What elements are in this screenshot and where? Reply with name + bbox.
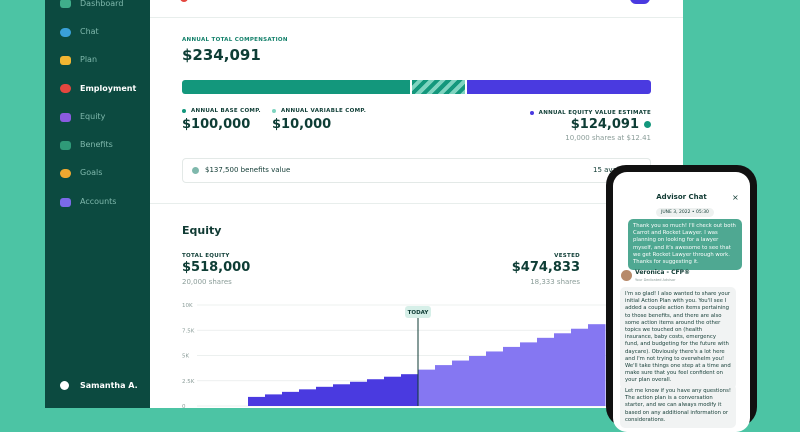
today-pill — [405, 306, 431, 318]
today-label: TODAY — [408, 310, 430, 316]
avatar[interactable] — [630, 0, 650, 4]
icon — [192, 167, 199, 174]
chat-title: Advisor Chat — [656, 193, 707, 201]
shares: 20,000 shares — [182, 278, 232, 286]
step-bar — [384, 376, 402, 406]
icon — [180, 0, 188, 2]
step-bar — [588, 324, 606, 406]
step-bar — [248, 396, 266, 406]
step-bar — [350, 381, 368, 406]
label: VESTED — [554, 253, 580, 259]
label: ANNUAL EQUITY VALUE ESTIMATE — [538, 110, 651, 116]
icon — [60, 113, 71, 122]
step-bar — [333, 384, 351, 406]
advisor-message: I'm so glad! I also wanted to share your… — [620, 287, 736, 389]
step-bar — [571, 328, 589, 406]
step-bar — [469, 356, 487, 406]
step-bar — [299, 389, 317, 406]
date-pill: JUNE 3, 2022 • 05:30 — [656, 208, 714, 218]
phone: Advisor Chat × JUNE 3, 2022 • 05:30 Than… — [606, 165, 757, 432]
step-bar — [435, 365, 453, 406]
advisor-avatar — [621, 270, 632, 281]
close-button[interactable]: × — [732, 193, 739, 202]
step-bar — [367, 379, 385, 406]
sidebar: Dashboard Chat Plan Employment Equity Be… — [45, 0, 150, 408]
nav-item[interactable]: Employment — [80, 84, 137, 93]
icon — [60, 169, 71, 178]
value: $10,000 — [272, 117, 332, 132]
advisor-message: Let me know if you have any questions! T… — [620, 384, 736, 429]
advisor-role: Your Dedicated Advisor — [635, 278, 676, 282]
step-bar — [316, 386, 334, 406]
nav-item[interactable]: Goals — [80, 168, 103, 177]
step-bar — [486, 351, 504, 406]
page: Dashboard Chat Plan Employment Equity Be… — [45, 0, 757, 432]
icon — [60, 28, 71, 37]
y-tick-label: 7.5K — [182, 328, 195, 334]
y-tick-label: 2.5K — [182, 379, 195, 385]
y-tick-label: 10K — [182, 303, 193, 309]
step-bar — [418, 369, 436, 406]
shares: 18,333 shares — [530, 278, 580, 286]
nav-item[interactable]: Chat — [80, 27, 99, 36]
step-bar — [537, 337, 555, 406]
divider — [150, 203, 683, 204]
step-bar — [282, 391, 300, 406]
icon — [60, 0, 71, 8]
label: ANNUAL VARIABLE COMP. — [281, 108, 367, 114]
icon — [60, 141, 71, 150]
icon — [60, 56, 71, 65]
chat-screen: Advisor Chat × JUNE 3, 2022 • 05:30 Than… — [613, 172, 750, 432]
label: ANNUAL BASE COMP. — [191, 108, 261, 114]
value: $474,833 — [511, 260, 580, 275]
value: $124,091 — [570, 117, 639, 132]
value: $100,000 — [182, 117, 251, 132]
nav-item[interactable]: Accounts — [80, 197, 117, 206]
advisor-name: Veronica - CFP® — [635, 269, 690, 276]
bar-segment — [182, 80, 410, 94]
icon — [60, 198, 71, 207]
icon — [60, 84, 71, 93]
note: 10,000 shares at $12.41 — [565, 134, 651, 142]
nav-item[interactable]: Benefits — [80, 140, 113, 149]
nav-item[interactable]: Equity — [80, 112, 106, 121]
value: $518,000 — [182, 260, 251, 275]
step-bar — [554, 333, 572, 406]
label: TOTAL EQUITY — [182, 253, 230, 259]
benefits-value: $137,500 benefits value — [205, 166, 291, 174]
bar-segment — [467, 80, 651, 94]
nav-item[interactable]: Plan — [80, 55, 98, 64]
bar-segment — [412, 80, 465, 94]
total: $234,091 — [182, 46, 261, 64]
label: ANNUAL TOTAL COMPENSATION — [182, 37, 288, 43]
y-tick-label: 5K — [182, 354, 189, 360]
y-tick-label: 0 — [182, 404, 186, 410]
section-title: Equity — [182, 224, 222, 237]
divider — [150, 17, 683, 18]
step-bar — [401, 374, 419, 406]
step-bar — [452, 360, 470, 406]
info-icon[interactable] — [644, 121, 651, 128]
step-bar — [265, 394, 283, 406]
nav-item[interactable]: Dashboard — [80, 0, 124, 8]
avatar-icon — [60, 381, 69, 390]
step-bar — [503, 346, 521, 406]
equity-chart: 0 2.5K 5K 7.5K 10K TODAY — [182, 303, 610, 410]
user-message: Thank you so much! I'll check out both C… — [628, 219, 742, 271]
user-name[interactable]: Samantha A. — [80, 381, 138, 390]
step-bar — [520, 342, 538, 406]
